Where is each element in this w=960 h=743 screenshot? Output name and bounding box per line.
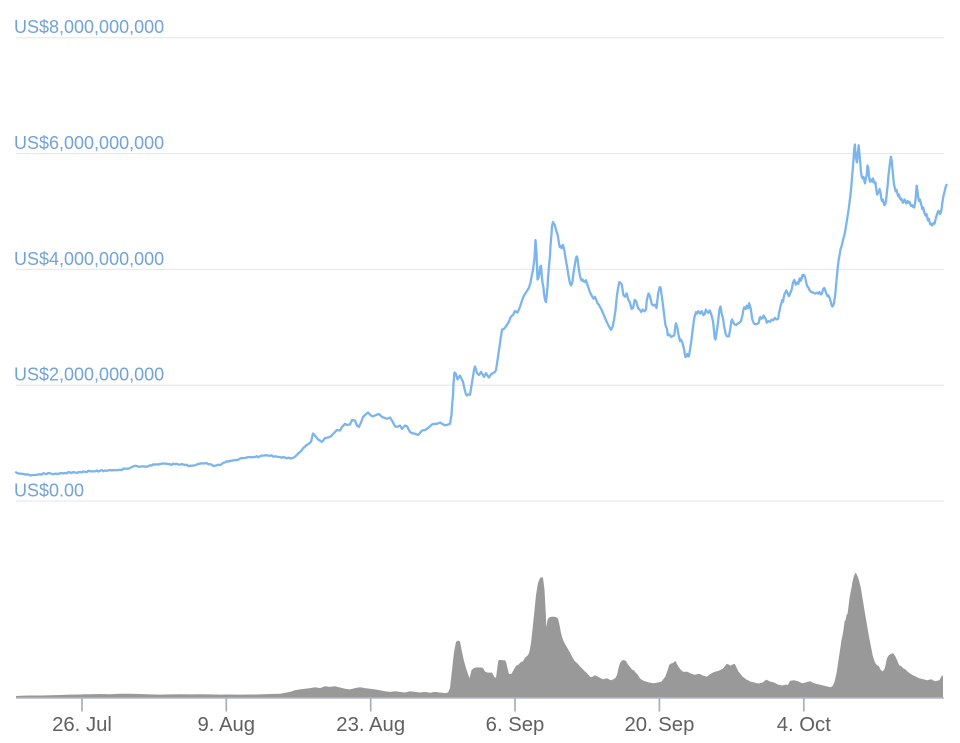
svg-text:4. Oct: 4. Oct [777,714,831,736]
svg-text:US$4,000,000,000: US$4,000,000,000 [14,249,164,269]
svg-text:US$8,000,000,000: US$8,000,000,000 [14,17,164,37]
svg-text:26. Jul: 26. Jul [52,714,112,736]
svg-text:US$2,000,000,000: US$2,000,000,000 [14,365,164,385]
svg-text:US$6,000,000,000: US$6,000,000,000 [14,133,164,153]
svg-text:20. Sep: 20. Sep [624,714,694,736]
svg-text:9. Aug: 9. Aug [198,714,256,736]
svg-text:US$0.00: US$0.00 [14,480,84,500]
svg-text:6. Sep: 6. Sep [486,714,545,736]
svg-text:23. Aug: 23. Aug [336,714,405,736]
